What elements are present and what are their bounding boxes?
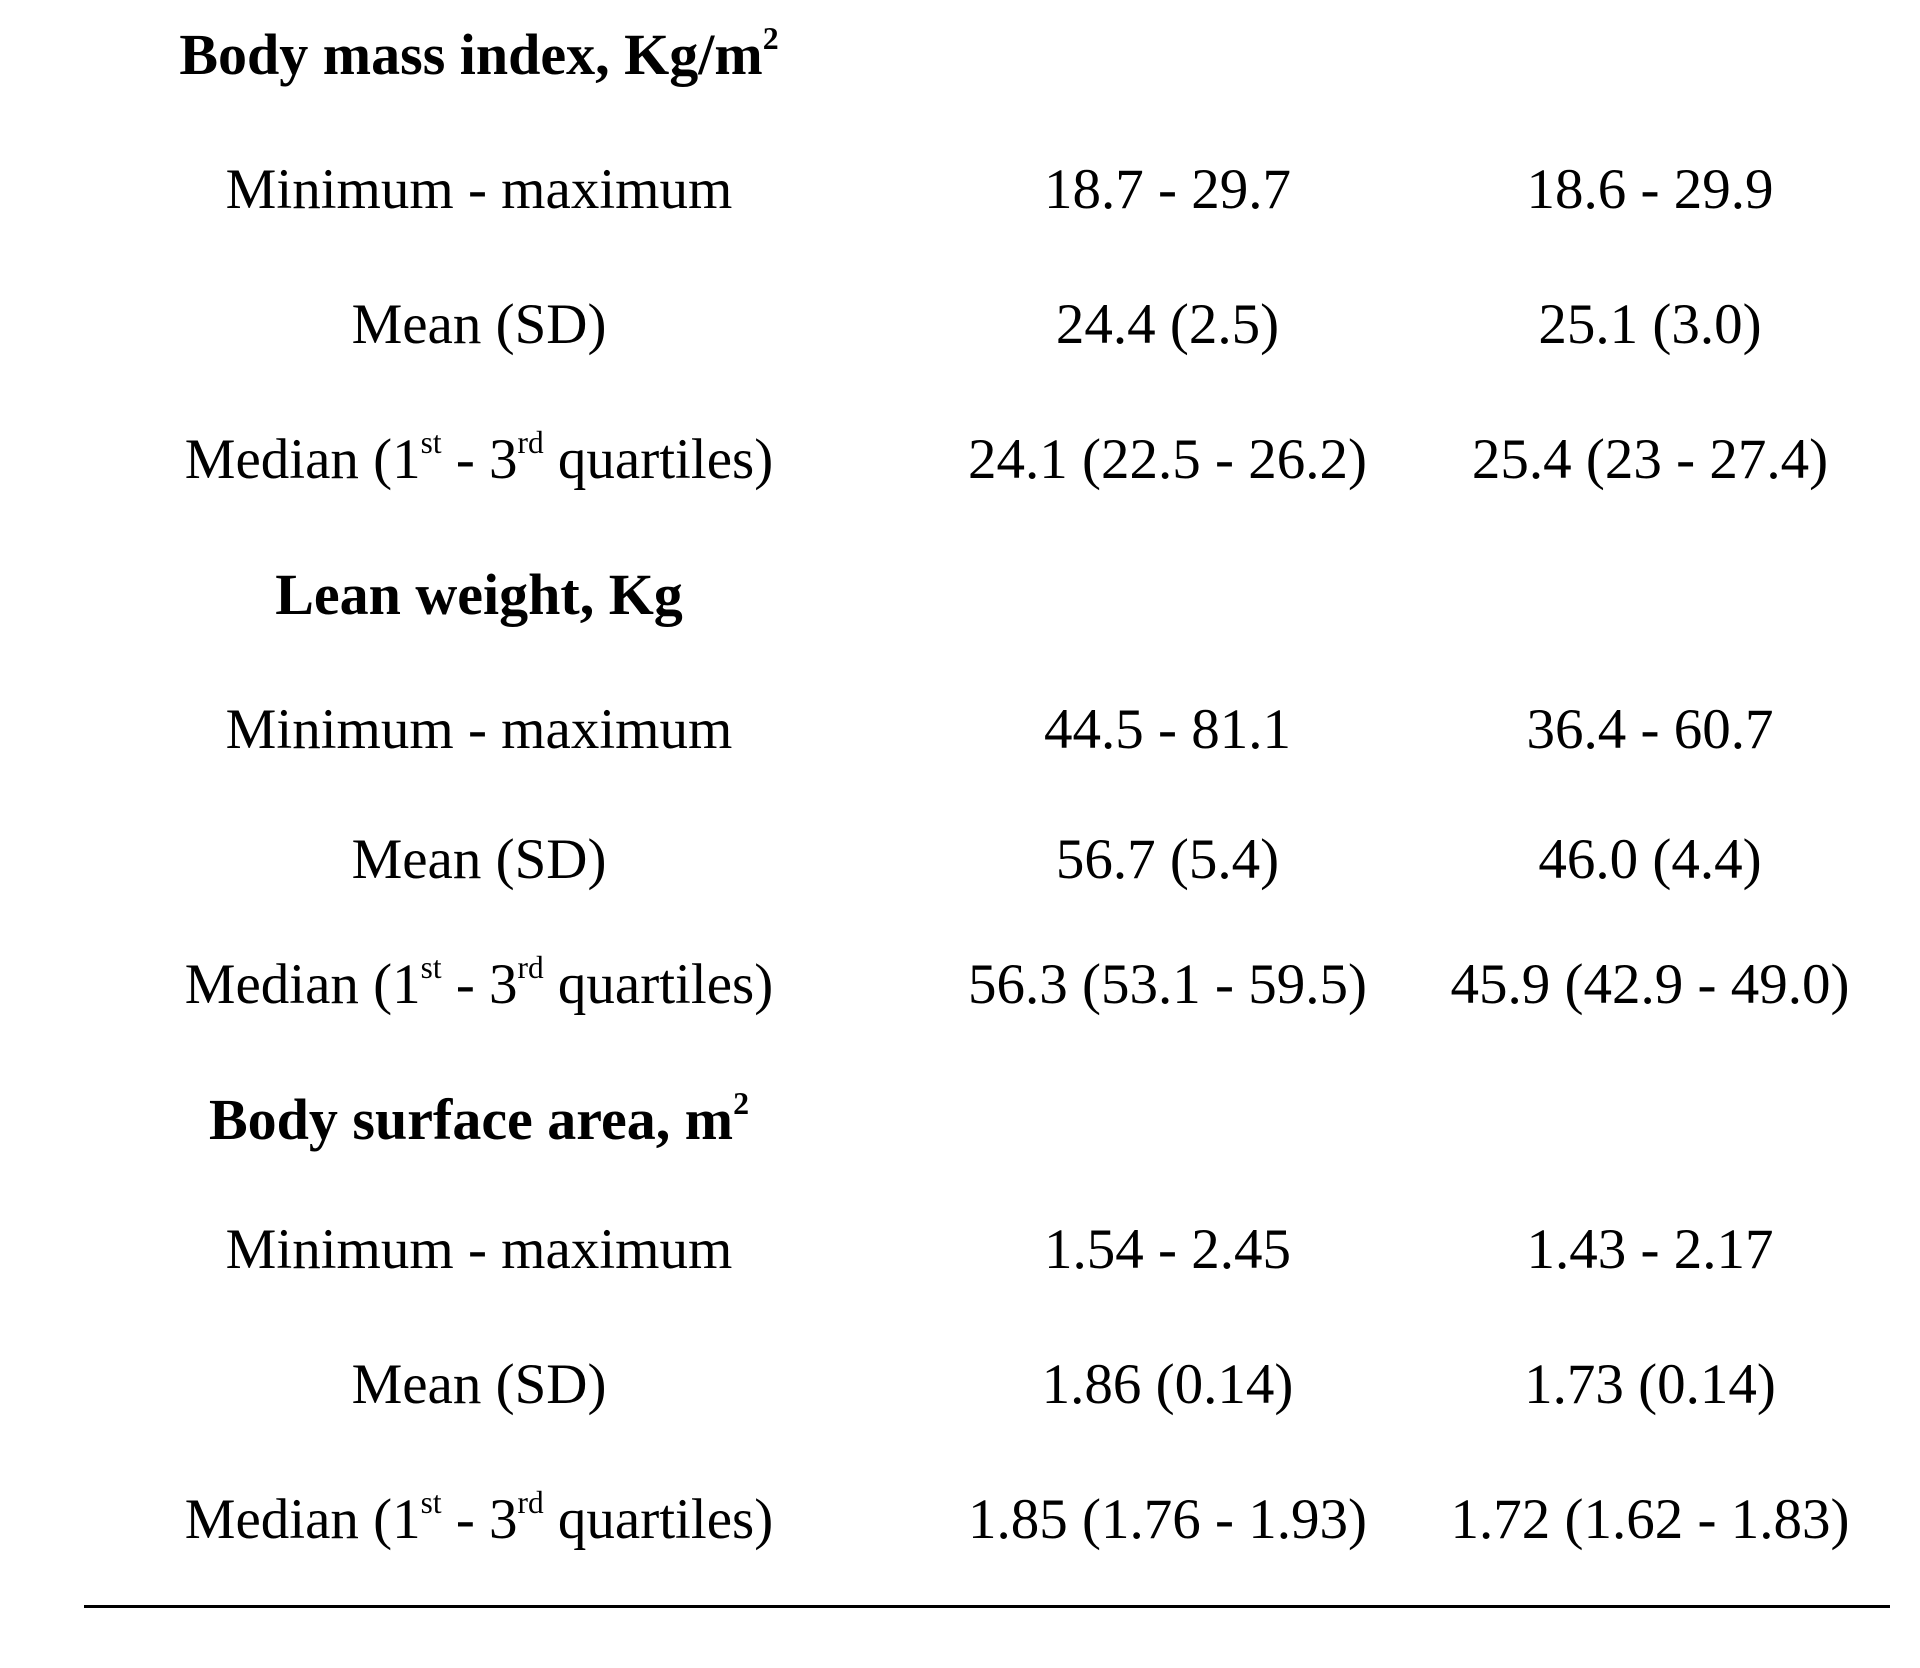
- section-title: Body surface area, m2: [208, 1085, 750, 1152]
- section-title: Body mass index, Kg/m2: [179, 20, 779, 87]
- table-row: Minimum - maximum 18.7 - 29.7 18.6 - 29.…: [0, 135, 1920, 245]
- group-1-value: 24.1 (22.5 - 26.2): [968, 428, 1367, 491]
- table-bottom-rule: [84, 1605, 1890, 1608]
- row-label: Minimum - maximum: [225, 158, 733, 221]
- group-2-value: 1.73 (0.14): [1524, 1353, 1776, 1416]
- row-label: Mean (SD): [351, 293, 607, 356]
- group-1-value: 56.7 (5.4): [1055, 828, 1280, 891]
- group-1-value: 56.3 (53.1 - 59.5): [968, 953, 1367, 1016]
- group-2-value: 25.1 (3.0): [1538, 293, 1762, 356]
- section-header-body-surface-area: Body surface area, m2: [0, 1065, 1920, 1175]
- section-header-body-mass-index: Body mass index, Kg/m2: [0, 0, 1920, 110]
- group-2-value: 36.4 - 60.7: [1526, 698, 1774, 761]
- group-1-value: 18.7 - 29.7: [1044, 158, 1291, 221]
- row-label: Median (1st - 3rd quartiles): [184, 1485, 774, 1551]
- section-header-lean-weight: Lean weight, Kg: [0, 540, 1920, 650]
- table-row: Median (1st - 3rd quartiles) 24.1 (22.5 …: [0, 405, 1920, 515]
- group-1-value: 1.85 (1.76 - 1.93): [968, 1488, 1367, 1551]
- table-row: Mean (SD) 1.86 (0.14) 1.73 (0.14): [0, 1330, 1920, 1440]
- table-row: Mean (SD) 56.7 (5.4) 46.0 (4.4): [0, 805, 1920, 915]
- table-row: Minimum - maximum 44.5 - 81.1 36.4 - 60.…: [0, 675, 1920, 785]
- group-2-value: 46.0 (4.4): [1538, 828, 1762, 891]
- row-label: Mean (SD): [351, 828, 607, 891]
- row-label: Minimum - maximum: [225, 1218, 733, 1281]
- group-2-value: 1.43 - 2.17: [1526, 1218, 1774, 1281]
- table-row: Median (1st - 3rd quartiles) 56.3 (53.1 …: [0, 930, 1920, 1040]
- row-label: Minimum - maximum: [225, 698, 733, 761]
- row-label: Median (1st - 3rd quartiles): [184, 425, 774, 491]
- group-2-value: 1.72 (1.62 - 1.83): [1450, 1488, 1850, 1551]
- group-2-value: 18.6 - 29.9: [1526, 158, 1774, 221]
- group-1-value: 44.5 - 81.1: [1044, 698, 1291, 761]
- row-label: Mean (SD): [351, 1353, 607, 1416]
- section-title: Lean weight, Kg: [275, 562, 683, 627]
- table-row: Mean (SD) 24.4 (2.5) 25.1 (3.0): [0, 270, 1920, 380]
- group-1-value: 1.86 (0.14): [1041, 1353, 1294, 1416]
- group-2-value: 45.9 (42.9 - 49.0): [1450, 953, 1850, 1016]
- row-label: Median (1st - 3rd quartiles): [184, 950, 774, 1016]
- group-2-value: 25.4 (23 - 27.4): [1471, 428, 1829, 491]
- group-1-value: 24.4 (2.5): [1055, 293, 1280, 356]
- table-row: Minimum - maximum 1.54 - 2.45 1.43 - 2.1…: [0, 1195, 1920, 1305]
- table-row: Median (1st - 3rd quartiles) 1.85 (1.76 …: [0, 1465, 1920, 1575]
- group-1-value: 1.54 - 2.45: [1044, 1218, 1291, 1281]
